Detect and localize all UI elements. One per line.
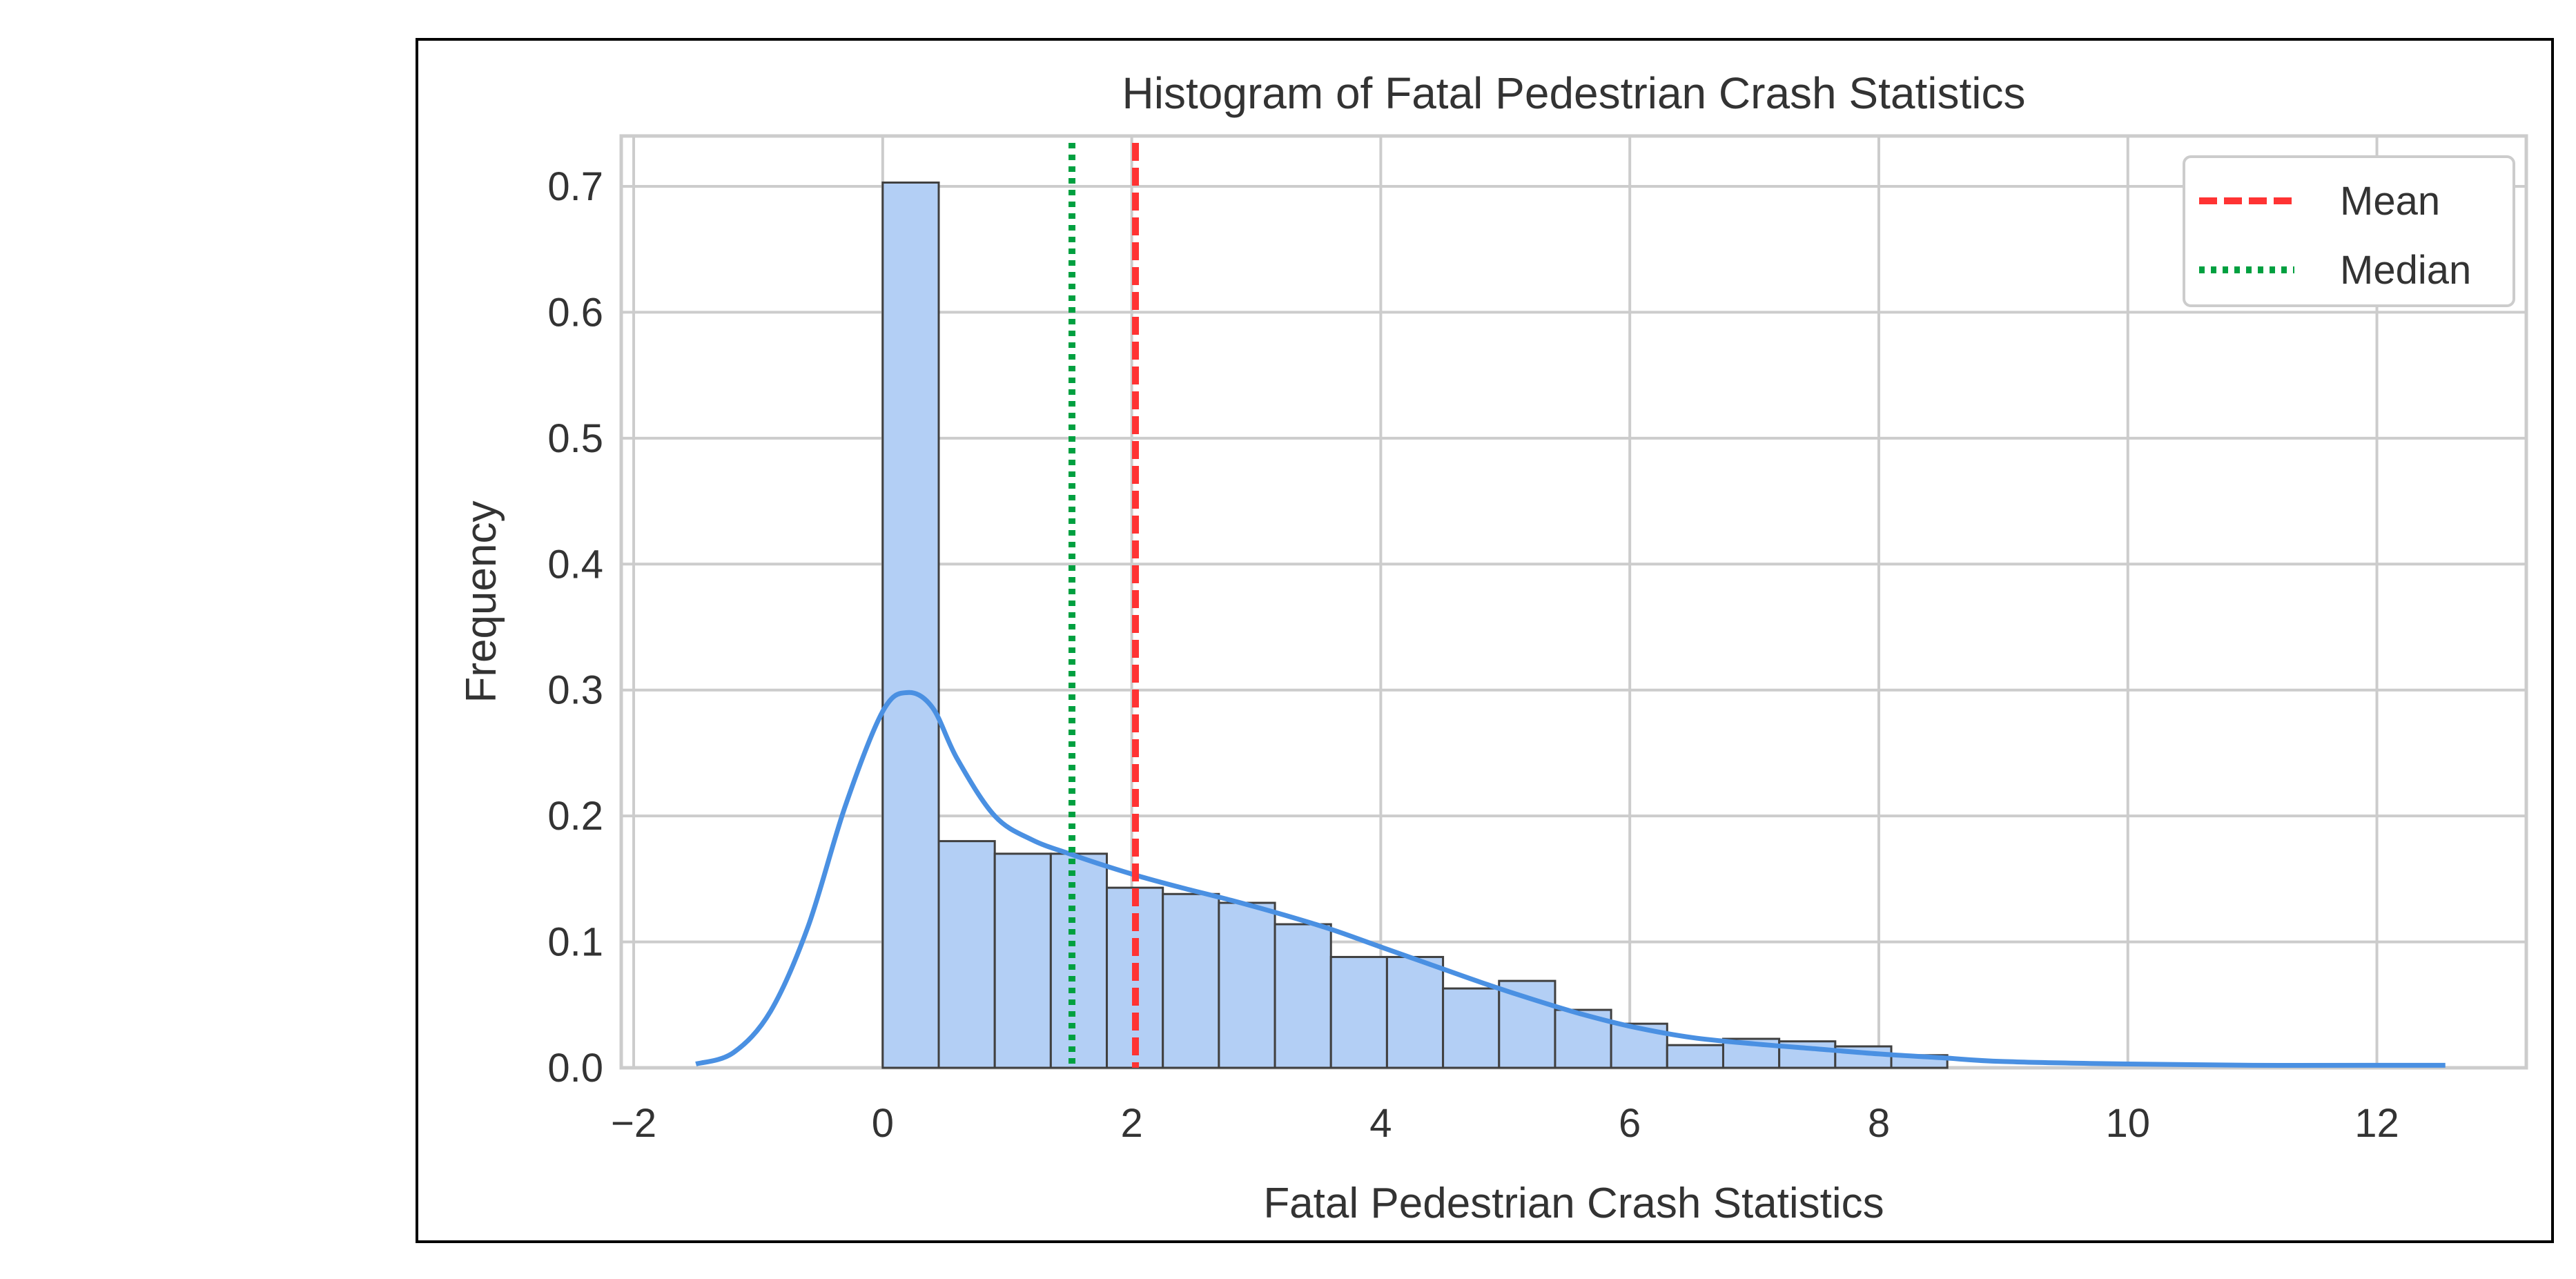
legend-label-mean: Mean xyxy=(2340,179,2440,224)
x-tick-label: 12 xyxy=(2354,1101,2399,1146)
histogram-bar-10 xyxy=(1442,987,1501,1069)
histogram-bar-1 xyxy=(937,840,996,1069)
x-tick-label: 6 xyxy=(1619,1101,1641,1146)
histogram-bar-7 xyxy=(1274,923,1332,1069)
y-tick-label: 0.1 xyxy=(547,920,603,965)
histogram-bar-11 xyxy=(1498,979,1557,1069)
kde-curve xyxy=(695,690,2446,1068)
histogram-bar-2 xyxy=(993,852,1052,1069)
y-tick-label: 0.7 xyxy=(547,164,603,209)
y-tick-label: 0.4 xyxy=(547,542,603,587)
histogram-bars xyxy=(881,182,1949,1069)
histogram-chart: Histogram of Fatal Pedestrian Crash Stat… xyxy=(458,68,2528,1227)
legend: Mean Median xyxy=(2183,155,2515,307)
y-axis-label: Frequency xyxy=(458,501,505,703)
x-tick-label: −2 xyxy=(611,1101,656,1146)
x-tick-label: 0 xyxy=(872,1101,894,1146)
histogram-bar-8 xyxy=(1329,955,1388,1069)
x-axis-label: Fatal Pedestrian Crash Statistics xyxy=(1263,1180,1884,1227)
histogram-bar-5 xyxy=(1162,892,1220,1069)
histogram-bar-6 xyxy=(1218,901,1276,1069)
chart-title: Histogram of Fatal Pedestrian Crash Stat… xyxy=(1122,68,2026,118)
legend-label-median: Median xyxy=(2340,248,2471,293)
y-axis-ticks: 0.0 0.1 0.2 0.3 0.4 0.5 0.6 0.7 xyxy=(547,164,603,1091)
y-tick-label: 0.2 xyxy=(547,794,603,839)
x-tick-label: 10 xyxy=(2105,1101,2150,1146)
histogram-bar-14 xyxy=(1666,1044,1724,1069)
y-tick-label: 0.3 xyxy=(547,668,603,713)
x-axis-ticks: −2 0 2 4 6 8 10 12 xyxy=(611,1101,2399,1146)
figure-frame: Histogram of Fatal Pedestrian Crash Stat… xyxy=(416,38,2554,1243)
y-tick-label: 0.0 xyxy=(547,1046,603,1091)
x-tick-label: 4 xyxy=(1369,1101,1392,1146)
x-tick-label: 8 xyxy=(1868,1101,1890,1146)
histogram-bar-0 xyxy=(881,182,940,1069)
histogram-bar-9 xyxy=(1385,955,1445,1069)
reference-lines xyxy=(1069,143,1140,1068)
histogram-bar-3 xyxy=(1049,852,1109,1069)
y-tick-label: 0.5 xyxy=(547,416,603,461)
y-tick-label: 0.6 xyxy=(547,290,603,335)
x-tick-label: 2 xyxy=(1120,1101,1142,1146)
legend-box xyxy=(2183,155,2515,307)
